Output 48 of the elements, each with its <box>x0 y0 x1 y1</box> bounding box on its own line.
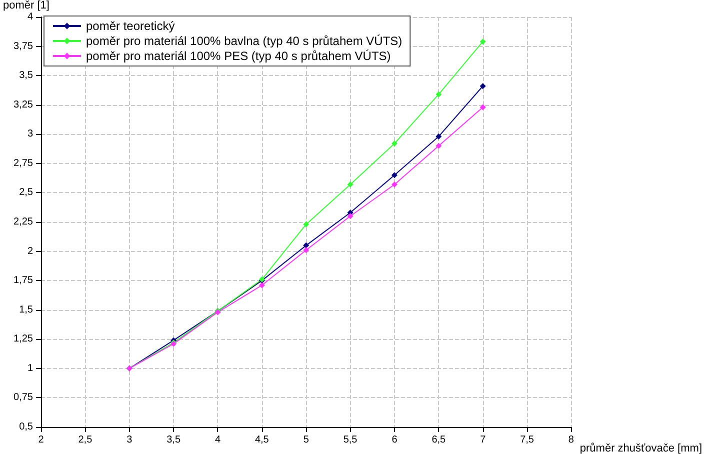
y-tick-label: 3,75 <box>14 40 34 52</box>
point <box>391 172 398 178</box>
y-tick-label: 1 <box>27 362 34 374</box>
point <box>436 133 442 140</box>
point <box>436 142 442 149</box>
y-tick-label: 1,75 <box>14 275 34 286</box>
y-tick-label: 3,25 <box>14 99 34 110</box>
point <box>303 247 310 254</box>
point <box>347 182 354 188</box>
x-tick-label: 5,5 <box>343 434 358 446</box>
x-tick-label: 4,5 <box>254 434 270 446</box>
y-tick-label: 1,5 <box>19 304 34 316</box>
x-tick-label: 3 <box>126 434 133 446</box>
y-tick-label: 4 <box>27 12 34 22</box>
point <box>480 104 486 110</box>
y-tick-label: 2,75 <box>14 158 34 169</box>
x-tick-label: 3,5 <box>166 434 181 446</box>
y-tick-label: 3,5 <box>19 70 34 82</box>
y-tick-label: 2,25 <box>14 216 34 228</box>
y-tick-label: 3 <box>27 128 34 140</box>
y-tick-label: 1,25 <box>14 334 34 345</box>
point <box>480 83 486 90</box>
point <box>258 282 265 288</box>
point <box>391 140 398 147</box>
point <box>391 182 398 188</box>
point <box>480 38 486 45</box>
y-axis-title: poměr [1] <box>3 0 50 12</box>
y-tick-label: 2 <box>27 246 34 257</box>
x-tick-label: 6 <box>392 434 398 446</box>
y-tick-label: 0,5 <box>19 422 34 432</box>
x-tick-label: 4 <box>214 434 221 446</box>
point <box>303 242 310 248</box>
y-tick-label: 0,75 <box>14 392 34 404</box>
x-tick-label: 7,5 <box>520 434 534 446</box>
point <box>347 213 354 220</box>
legend-label: poměr teoretický <box>86 19 175 33</box>
x-tick-label: 7 <box>480 434 486 446</box>
legend-label: poměr pro materiál 100% bavlna (typ 40 s průtahem VÚTS) <box>86 34 402 48</box>
x-axis-title: průměr zhušťovače [mm] <box>580 442 702 454</box>
point <box>436 91 442 98</box>
legend-label: poměr pro materiál 100% PES (typ 40 s průtahem VÚTS) <box>86 49 391 63</box>
x-tick-label: 6,5 <box>432 434 446 446</box>
x-tick-label: 5 <box>303 434 310 446</box>
x-tick-label: 2,5 <box>78 434 93 446</box>
x-tick-label: 8 <box>568 434 574 446</box>
point <box>303 221 310 228</box>
x-tick-label: 2 <box>38 434 44 446</box>
y-tick-label: 2,5 <box>19 187 34 198</box>
